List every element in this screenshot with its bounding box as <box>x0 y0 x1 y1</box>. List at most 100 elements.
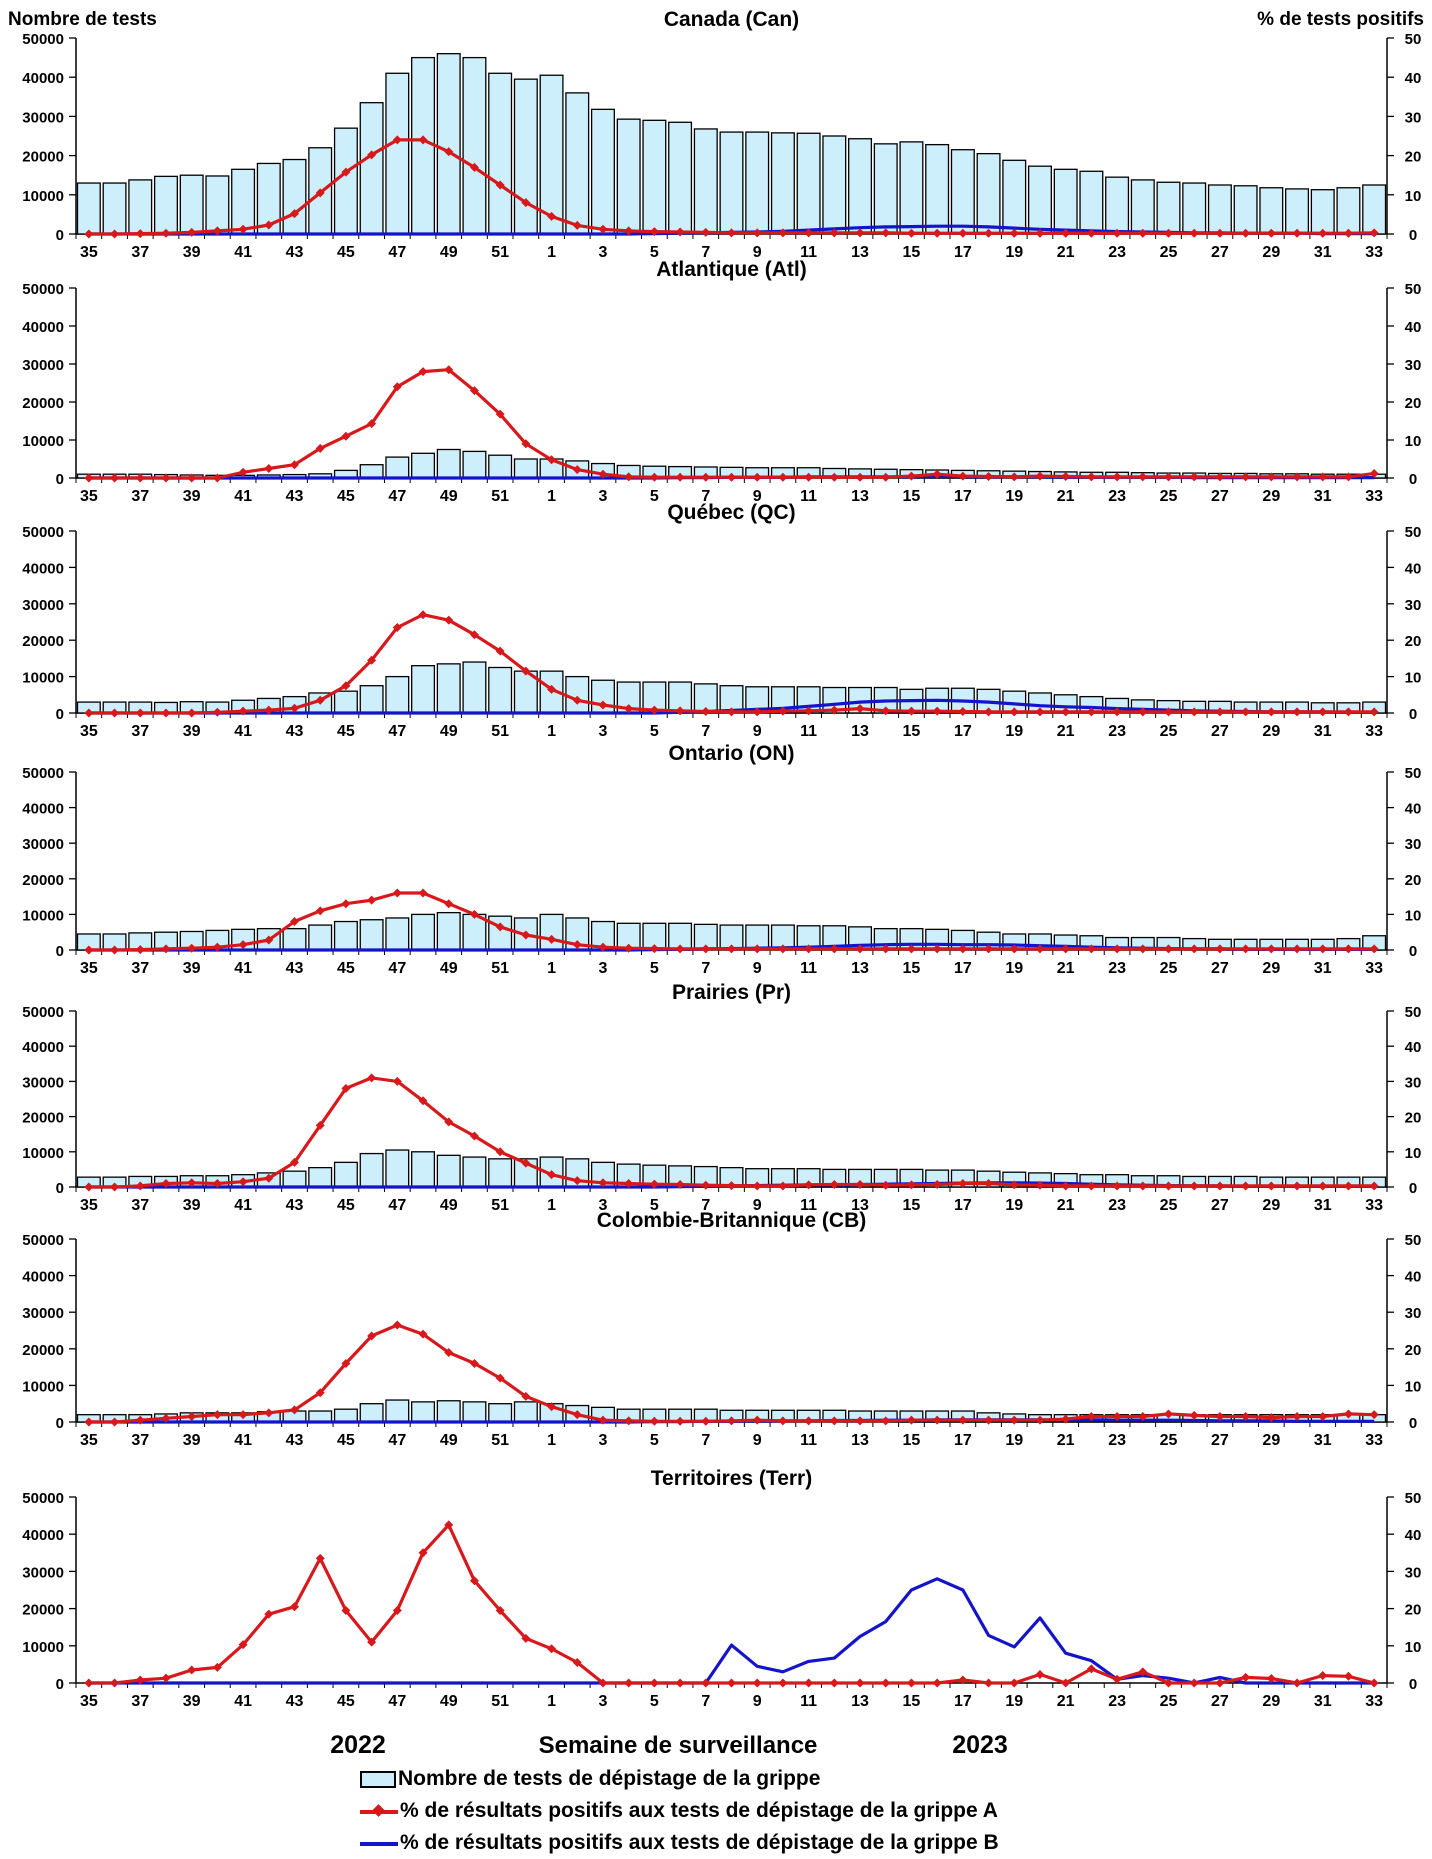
x-tick-label: 41 <box>234 960 252 977</box>
series-flu-a-point <box>1369 1181 1379 1191</box>
series-flu-a-point <box>984 1178 994 1188</box>
y-tick-label: 30000 <box>22 1564 64 1581</box>
series-flu-a-point <box>1215 1678 1225 1688</box>
series-flu-a-point <box>598 700 608 710</box>
x-tick-label: 1 <box>547 1432 556 1449</box>
series-flu-a-point <box>469 162 479 172</box>
bar-tests <box>436 1154 461 1188</box>
x-tick-label: 7 <box>701 244 710 261</box>
series-flu-a-point <box>418 367 428 377</box>
bar-tests <box>770 132 795 235</box>
y2-tick-label: 50 <box>1405 1232 1422 1249</box>
series-flu-a-point <box>1035 1415 1045 1425</box>
bar-tests <box>950 149 975 235</box>
x-tick-label: 47 <box>388 244 406 261</box>
series-flu-a-point <box>444 1347 454 1357</box>
y-tick-label: 20000 <box>22 633 64 650</box>
series-flu-a-point <box>1318 1671 1328 1681</box>
y2-tick-label: 10 <box>1405 433 1422 450</box>
series-flu-a-point <box>1241 472 1251 482</box>
series-flu-a-point <box>855 1416 865 1426</box>
series-flu-a-point <box>495 180 505 190</box>
series-flu-a-point <box>1318 1412 1328 1422</box>
series-flu-a-point <box>1266 1413 1276 1423</box>
series-flu-a-point <box>932 228 942 238</box>
x-tick-label: 17 <box>954 1197 972 1214</box>
series-flu-a-point <box>624 1416 634 1426</box>
x-tick-label: 43 <box>286 488 304 505</box>
x-tick-label: 45 <box>337 244 355 261</box>
series-flu-a-point <box>881 1180 891 1190</box>
series-flu-a-point <box>855 944 865 954</box>
x-tick-label: 9 <box>753 723 762 740</box>
x-tick-label: 1 <box>547 960 556 977</box>
series-flu-a-point <box>572 695 582 705</box>
series-flu-a-point <box>649 227 659 237</box>
series-flu-a-point <box>392 382 402 392</box>
y2-tick-label: 10 <box>1405 1639 1422 1656</box>
x-tick-label: 25 <box>1160 1432 1178 1449</box>
series-flu-a-point <box>238 706 248 716</box>
series-flu-a-point <box>1035 228 1045 238</box>
bar-tests <box>565 92 590 235</box>
series-flu-a-point <box>1009 1180 1019 1190</box>
series-flu-a-point <box>290 1602 299 1612</box>
bar-tests <box>385 1149 410 1188</box>
series-flu-a-point <box>881 1678 891 1688</box>
x-tick-label: 47 <box>388 960 406 977</box>
y2-tick-label: 50 <box>1405 524 1422 541</box>
series-flu-a-point <box>572 940 582 950</box>
x-tick-label: 21 <box>1057 960 1075 977</box>
series-flu-a-point <box>238 467 248 477</box>
series-flu-a-point <box>161 473 171 483</box>
series-flu-a-point <box>572 465 582 475</box>
x-tick-label: 19 <box>1005 488 1023 505</box>
y-tick-label: 40000 <box>22 560 64 577</box>
series-flu-a-point <box>649 1179 659 1189</box>
series-flu-a-point <box>1215 1181 1225 1191</box>
series-flu-a-point <box>906 706 916 716</box>
x-tick-label: 51 <box>491 488 509 505</box>
series-flu-a-point <box>701 472 711 482</box>
x-tick-label: 1 <box>547 244 556 261</box>
y-tick-label: 40000 <box>22 70 64 87</box>
series-flu-a-point <box>598 1678 608 1688</box>
y2-tick-label: 20 <box>1405 395 1422 412</box>
bar-tests <box>539 74 564 235</box>
series-flu-a-point <box>547 455 557 465</box>
series-flu-a-point <box>367 1637 377 1647</box>
series-flu-a-point <box>1343 944 1353 954</box>
series-flu-a-point <box>84 1417 94 1427</box>
y-tick-label: 20000 <box>22 1602 64 1619</box>
series-flu-a-point <box>906 228 916 238</box>
legend-item-flu-b: % de résultats positifs aux tests de dép… <box>360 1827 999 1859</box>
bar-tests <box>513 78 538 235</box>
x-tick-label: 27 <box>1211 488 1229 505</box>
bar-tests <box>333 1161 358 1188</box>
bar-tests <box>462 1156 487 1188</box>
x-tick-label: 35 <box>80 1197 98 1214</box>
series-flu-a-point <box>1112 944 1122 954</box>
bar-tests <box>1156 181 1181 235</box>
series-flu-a-point <box>135 1415 145 1425</box>
x-tick-label: 5 <box>650 1432 659 1449</box>
series-flu-a-point <box>418 1329 428 1339</box>
x-tick-label: 21 <box>1057 723 1075 740</box>
series-flu-a-point <box>598 224 608 234</box>
series-flu-a-point <box>315 695 325 705</box>
bar-tests <box>1182 182 1207 235</box>
y2-tick-label: 40 <box>1405 801 1422 818</box>
series-flu-a-point <box>161 1673 171 1683</box>
series-flu-a-point <box>290 1405 299 1415</box>
series-flu-a-point <box>1215 707 1225 717</box>
y-tick-label: 0 <box>56 943 64 960</box>
series-flu-a-point <box>906 1678 916 1688</box>
y2-tick-label: 50 <box>1405 31 1422 48</box>
series-flu-a-point <box>110 945 120 955</box>
x-tick-label: 3 <box>599 723 608 740</box>
x-tick-label: 15 <box>903 723 921 740</box>
series-flu-a-point <box>367 1331 377 1341</box>
x-tick-label: 3 <box>599 244 608 261</box>
series-flu-a-point <box>649 1416 659 1426</box>
